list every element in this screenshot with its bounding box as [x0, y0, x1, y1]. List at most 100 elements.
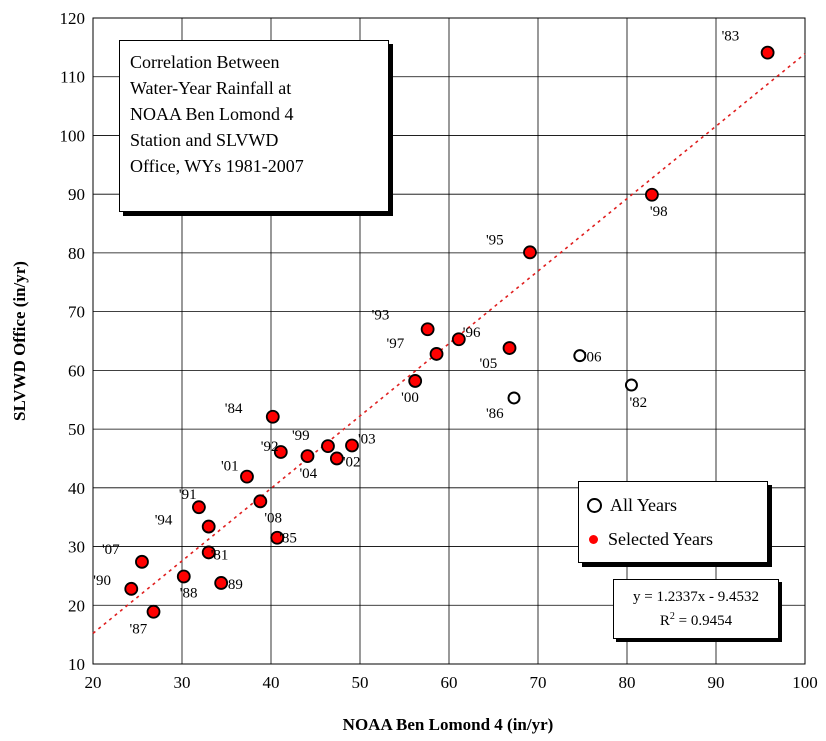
y-tick-label: 30 — [68, 538, 85, 557]
selected-year-point — [273, 445, 288, 459]
y-tick-label: 110 — [60, 68, 85, 87]
y-tick-label: 100 — [60, 126, 86, 145]
x-tick-label: 40 — [263, 673, 280, 692]
x-tick-label: 100 — [792, 673, 818, 692]
selected-year-point — [523, 245, 537, 260]
selected-year-point — [420, 322, 435, 337]
data-points — [124, 45, 775, 619]
selected-year-point — [345, 438, 359, 453]
point-label: '81 — [211, 547, 229, 563]
y-tick-label: 50 — [68, 420, 85, 439]
legend-label-selected-years: Selected Years — [608, 528, 713, 549]
selected-year-point — [760, 45, 775, 60]
point-label: '88 — [180, 585, 198, 601]
point-label: '04 — [299, 466, 317, 482]
point-label: '90 — [93, 573, 111, 589]
selected-year-point — [146, 604, 161, 619]
title-line-2: Water-Year Rainfall at — [130, 78, 292, 98]
legend-item-all-years: All Years — [587, 488, 759, 522]
y-tick-label: 70 — [68, 303, 85, 322]
point-label: '06 — [584, 350, 602, 366]
chart-title-box: Correlation Between Water-Year Rainfall … — [119, 40, 389, 212]
selected-year-point — [192, 500, 206, 515]
selected-year-point — [201, 519, 216, 534]
y-tick-labels: 10 20 30 40 50 60 70 80 90 100 110 120 — [60, 9, 86, 674]
all-years-point — [573, 349, 587, 363]
filled-circle-icon — [589, 534, 598, 544]
title-line-3: NOAA Ben Lomond 4 — [130, 104, 294, 124]
y-axis-title: SLVWD Office (in/yr) — [10, 261, 29, 421]
selected-year-point — [124, 581, 139, 596]
selected-year-point — [265, 409, 280, 424]
selected-year-point — [201, 545, 216, 560]
all-years-point — [624, 378, 638, 392]
x-tick-label: 80 — [619, 673, 636, 692]
selected-year-point — [240, 469, 254, 484]
x-tick-label: 70 — [530, 673, 547, 692]
selected-year-point — [176, 569, 191, 584]
r-squared-value: = 0.9454 — [674, 613, 733, 629]
point-label: '91 — [179, 487, 197, 503]
point-labels: '06 '82 '86 '83 '98 '95 '93 '96 '97 '05 '00 '84 '92 '… — [93, 29, 739, 638]
point-label: '87 — [130, 622, 148, 638]
r-squared-prefix: R — [659, 613, 670, 629]
regression-equation: y = 1.2337x - 9.4532 — [633, 589, 759, 605]
selected-year-point — [270, 530, 285, 545]
selected-year-point — [214, 576, 229, 590]
y-tick-label: 40 — [68, 479, 85, 498]
point-label: '86 — [486, 406, 504, 422]
point-label: '07 — [102, 542, 120, 558]
point-label: '97 — [387, 336, 405, 352]
legend: All Years Selected Years — [578, 481, 768, 563]
selected-year-point — [429, 347, 444, 361]
point-label: '08 — [264, 510, 282, 526]
y-tick-label: 20 — [68, 596, 85, 615]
point-label: '93 — [372, 307, 390, 323]
plot-area-frame — [92, 17, 806, 665]
y-tick-label: 60 — [68, 361, 85, 380]
selected-year-point — [408, 374, 423, 388]
x-tick-label: 50 — [352, 673, 369, 692]
x-tick-label: 20 — [85, 673, 102, 692]
title-line-5: Office, WYs 1981-2007 — [130, 156, 304, 176]
x-tick-label: 60 — [441, 673, 458, 692]
point-label: '94 — [155, 513, 173, 529]
selected-year-point — [300, 449, 315, 464]
y-tick-label: 80 — [68, 244, 85, 263]
x-axis-title: NOAA Ben Lomond 4 (in/yr) — [343, 715, 554, 734]
x-tick-label: 90 — [708, 673, 725, 692]
title-line-4: Station and SLVWD — [130, 130, 279, 150]
y-tick-label: 90 — [68, 185, 85, 204]
selected-year-point — [502, 341, 517, 355]
selected-year-point — [321, 439, 335, 454]
point-label: '98 — [650, 204, 668, 220]
legend-item-selected-years: Selected Years — [587, 522, 759, 556]
trendline — [92, 53, 806, 634]
point-label: '02 — [343, 454, 361, 470]
r-squared: R2 = 0.9454 — [614, 609, 778, 633]
selected-year-point — [253, 494, 268, 509]
open-circle-icon — [587, 497, 602, 513]
point-label: '89 — [225, 577, 243, 593]
y-tick-label: 120 — [60, 9, 86, 28]
title-line-1: Correlation Between — [130, 52, 280, 72]
selected-year-point — [329, 451, 344, 466]
legend-label-all-years: All Years — [610, 494, 678, 515]
point-label: '84 — [225, 401, 243, 417]
point-label: '96 — [463, 325, 481, 341]
selected-year-point — [451, 332, 466, 347]
all-years-point — [507, 391, 521, 405]
point-label: '99 — [292, 428, 310, 444]
regression-equation-box: y = 1.2337x - 9.4532 R2 = 0.9454 — [613, 579, 779, 639]
r-squared-exponent: 2 — [669, 611, 675, 622]
point-label: '03 — [358, 432, 376, 448]
point-label: '05 — [480, 356, 498, 372]
y-tick-label: 10 — [68, 655, 85, 674]
point-label: '83 — [722, 29, 740, 45]
selected-year-point — [645, 187, 659, 202]
x-tick-label: 30 — [174, 673, 191, 692]
point-label: '85 — [279, 531, 297, 547]
point-label: '95 — [486, 232, 504, 248]
point-label: '92 — [261, 439, 279, 455]
